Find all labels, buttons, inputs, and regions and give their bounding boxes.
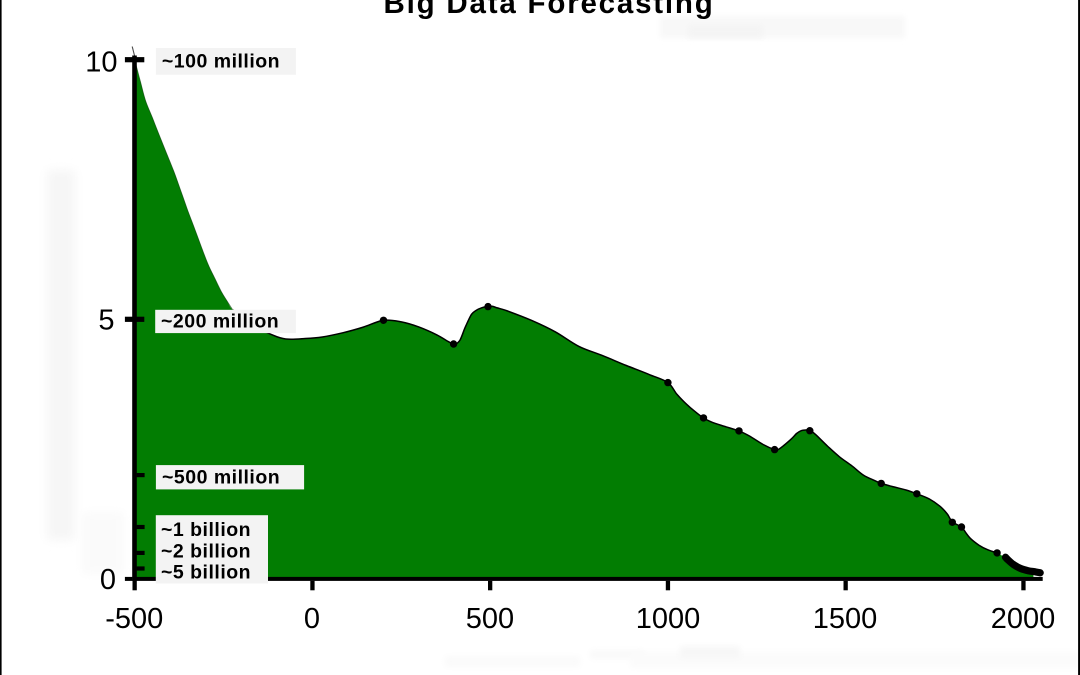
svg-text:Big Data Forecasting: Big Data Forecasting: [384, 0, 715, 20]
svg-text:~5 billion: ~5 billion: [161, 561, 251, 583]
svg-text:10: 10: [85, 46, 117, 78]
svg-text:2000: 2000: [991, 603, 1056, 635]
svg-text:-500: -500: [105, 603, 163, 635]
svg-text:1000: 1000: [636, 603, 701, 635]
svg-text:~2 billion: ~2 billion: [161, 541, 251, 563]
svg-text:5: 5: [98, 305, 114, 337]
svg-text:~200 million: ~200 million: [161, 310, 279, 332]
svg-text:~1 billion: ~1 billion: [161, 519, 251, 541]
svg-text:0: 0: [304, 603, 320, 635]
svg-text:0: 0: [100, 564, 116, 596]
svg-text:~100 million: ~100 million: [162, 50, 280, 72]
svg-text:500: 500: [466, 603, 514, 635]
svg-text:1500: 1500: [813, 603, 878, 635]
svg-text:~500 million: ~500 million: [162, 467, 280, 489]
